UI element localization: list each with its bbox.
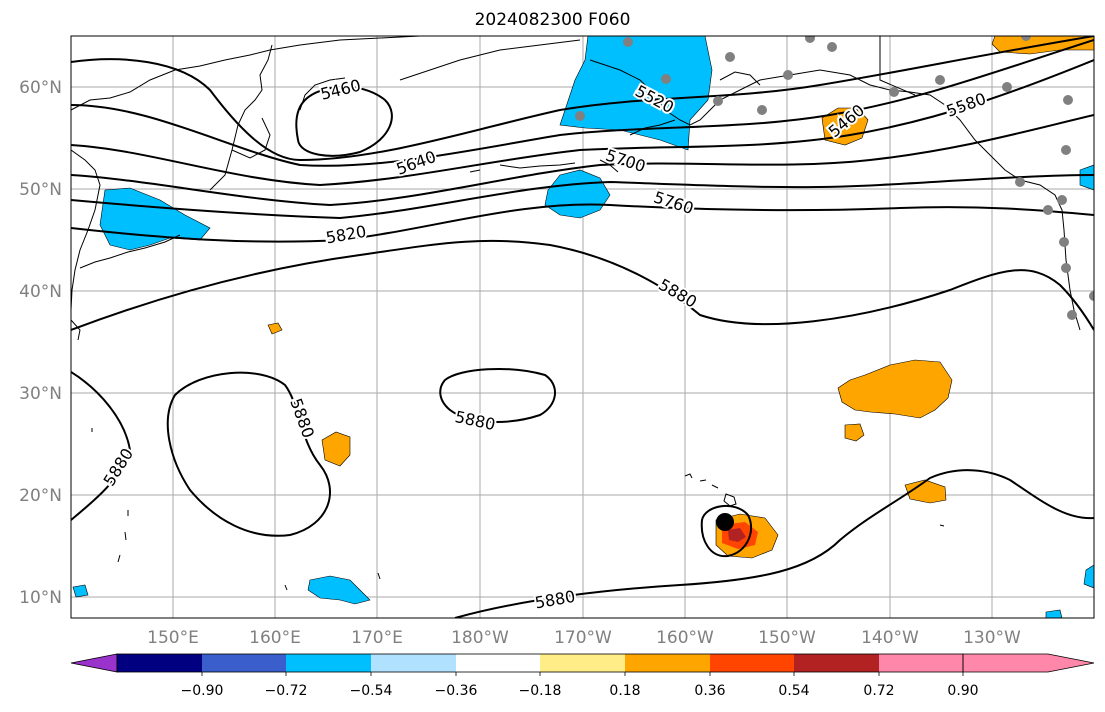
height-contours xyxy=(71,36,1094,618)
colorbar-tick-label: −0.90 xyxy=(181,683,224,699)
colorbar-extend-min xyxy=(70,653,118,673)
map-title: 2024082300 F060 xyxy=(474,10,631,30)
lon-label-180w: 180°W xyxy=(451,628,509,648)
lon-label-170w: 170°W xyxy=(554,628,612,648)
colorbar-segment xyxy=(117,654,202,672)
colorbar-tick-label: 0.18 xyxy=(609,683,640,699)
colorbar-segment xyxy=(879,654,963,672)
lat-label-30n: 30°N xyxy=(19,384,62,404)
colorbar-tick-label: 0.90 xyxy=(947,683,978,699)
map-frame xyxy=(70,35,1095,619)
lon-label-150w: 150°W xyxy=(758,628,816,648)
colorbar-segment xyxy=(625,654,710,672)
colorbar-tick-label: 0.54 xyxy=(778,683,809,699)
colorbar-segment xyxy=(710,654,794,672)
colorbar-tick-label: −0.36 xyxy=(435,683,478,699)
colorbar-extend-max xyxy=(962,653,1095,673)
latitude-labels: 60°N 50°N 40°N 30°N 20°N 10°N xyxy=(19,78,62,608)
colorbar-tick-label: −0.18 xyxy=(519,683,562,699)
lat-label-50n: 50°N xyxy=(19,180,62,200)
longitude-labels: 150°E 160°E 170°E 180°W 170°W 160°W 150°… xyxy=(147,628,1021,648)
colorbar-segment xyxy=(456,654,540,672)
lon-label-160w: 160°W xyxy=(656,628,714,648)
lat-label-10n: 10°N xyxy=(19,588,62,608)
colorbar-segment xyxy=(371,654,456,672)
colorbar-segment xyxy=(286,654,371,672)
colorbar-tick-label: 0.72 xyxy=(863,683,894,699)
storm-center-marker xyxy=(716,513,734,531)
colorbar-segment xyxy=(202,654,286,672)
lon-label-170e: 170°E xyxy=(351,628,403,648)
islands xyxy=(91,162,945,591)
colorbar-tick-label: 0.36 xyxy=(694,683,725,699)
colorbar-segment xyxy=(540,654,625,672)
lat-label-40n: 40°N xyxy=(19,282,62,302)
lat-label-60n: 60°N xyxy=(19,78,62,98)
colorbar-segment xyxy=(794,654,879,672)
colorbar-tick-label: −0.72 xyxy=(265,683,308,699)
lon-label-140w: 140°W xyxy=(861,628,919,648)
lat-label-20n: 20°N xyxy=(19,486,62,506)
colorbar-tick-label: −0.54 xyxy=(350,683,393,699)
lon-label-150e: 150°E xyxy=(147,628,199,648)
lon-label-160e: 160°E xyxy=(249,628,301,648)
lon-label-130w: 130°W xyxy=(963,628,1021,648)
stations xyxy=(575,36,1094,320)
colorbar: −0.90 −0.72 −0.54 −0.36 −0.18 0.18 0.36 … xyxy=(70,653,1095,699)
